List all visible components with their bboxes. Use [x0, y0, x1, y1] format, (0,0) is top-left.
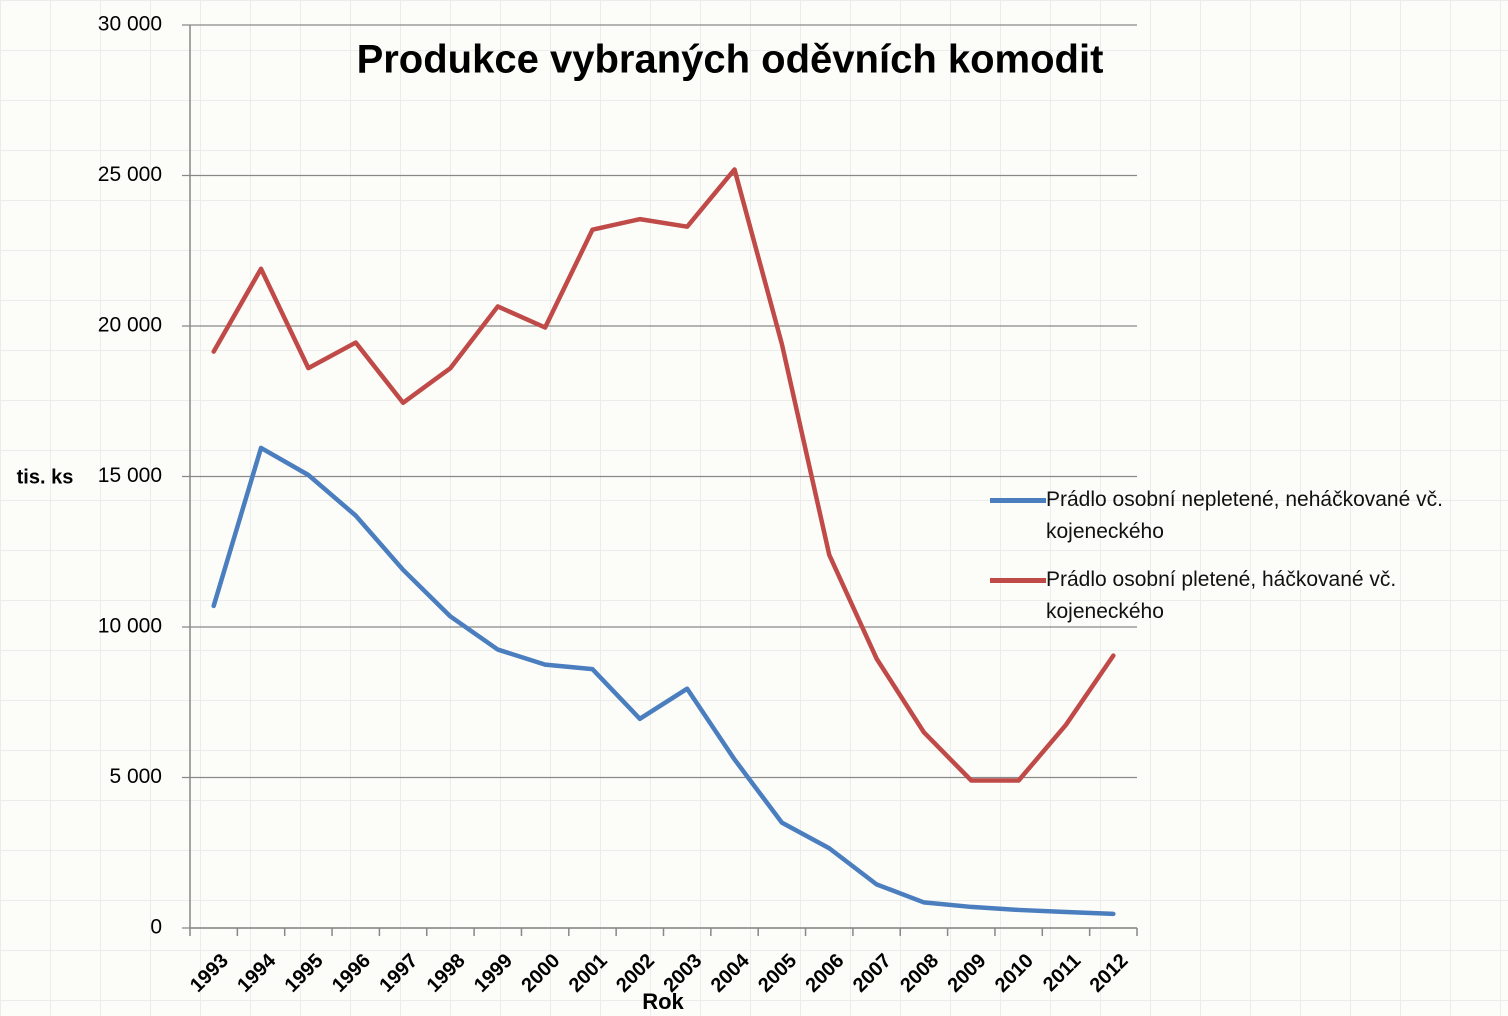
- x-tick-label: 2000: [517, 950, 564, 997]
- y-tick-label: 25 000: [98, 163, 162, 186]
- y-tick-label: 0: [150, 916, 162, 939]
- legend-label: Prádlo osobní nepletené, neháčkované vč.…: [1046, 488, 1443, 543]
- legend-item: Prádlo osobní nepletené, neháčkované vč.…: [990, 484, 1505, 548]
- x-tick-label: 1995: [281, 950, 328, 997]
- y-tick-label: 30 000: [98, 13, 162, 36]
- x-tick-label: 2007: [849, 950, 896, 997]
- x-tick-label: 2006: [801, 950, 848, 997]
- x-tick-label: 2005: [754, 950, 801, 997]
- x-tick-label: 1994: [233, 949, 281, 997]
- x-tick-label: 1999: [470, 950, 517, 997]
- legend-label: Prádlo osobní pletené, háčkované vč. koj…: [1046, 568, 1397, 623]
- x-tick-label: 1997: [375, 950, 422, 997]
- x-tick-label: 2010: [991, 950, 1038, 997]
- y-tick-label: 15 000: [98, 464, 162, 487]
- x-tick-label: 2009: [944, 950, 991, 997]
- series-line: [211, 445, 1116, 917]
- x-tick-label: 2012: [1086, 950, 1133, 997]
- y-tick-label: 5 000: [109, 765, 162, 788]
- chart-title: Produkce vybraných oděvních komodit: [357, 38, 1104, 82]
- legend-swatch: [990, 498, 1046, 503]
- x-tick-label: 1996: [328, 950, 375, 997]
- x-tick-label: 2004: [707, 949, 755, 997]
- y-axis-label: tis. ks: [17, 466, 74, 488]
- x-tick-label: 2008: [896, 950, 943, 997]
- series-line: [211, 167, 1116, 783]
- x-tick-label: 2001: [565, 950, 612, 997]
- y-tick-label: 20 000: [98, 314, 162, 337]
- x-tick-label: 1993: [186, 950, 233, 997]
- legend-item: Prádlo osobní pletené, háčkované vč. koj…: [990, 564, 1505, 628]
- x-tick-label: 1998: [423, 950, 470, 997]
- legend-swatch: [990, 578, 1046, 583]
- x-tick-label: 2011: [1039, 950, 1085, 996]
- legend: Prádlo osobní nepletené, neháčkované vč.…: [990, 484, 1505, 644]
- x-axis-label: Rok: [642, 989, 684, 1014]
- y-tick-label: 10 000: [98, 615, 162, 638]
